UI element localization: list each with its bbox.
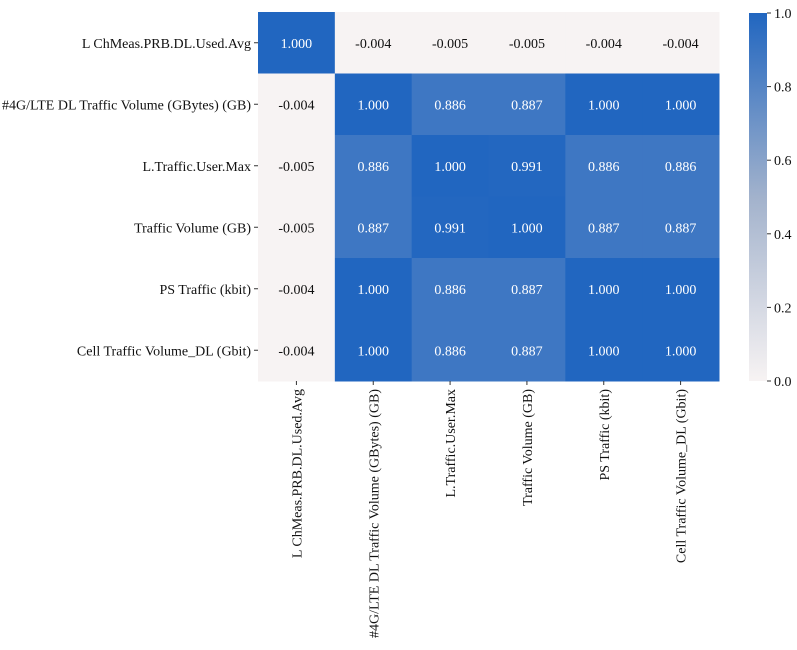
cell-value-label: -0.004 [278, 98, 314, 113]
cell-value-label: 0.887 [511, 283, 543, 298]
heatmap-cell [642, 319, 720, 382]
column-label: #4G/LTE DL Traffic Volume (GBytes) (GB) [367, 389, 382, 638]
colorbar: 0.0 0.2 0.4 0.6 0.8 1.0 [749, 7, 792, 390]
cell-value-label: -0.005 [509, 37, 545, 52]
heatmap-cell [565, 73, 643, 136]
cell-value-label: 1.000 [281, 37, 313, 52]
heatmap-cell [258, 319, 336, 382]
cell-value-label: 1.000 [434, 160, 466, 175]
cell-value-label: 0.887 [665, 221, 697, 236]
heatmap-cell [488, 73, 566, 136]
cell-value-label: -0.005 [278, 221, 314, 236]
colorbar-tick-label: 0.0 [774, 375, 792, 390]
heatmap-cell [642, 73, 720, 136]
column-label: PS Traffic (kbit) [598, 389, 613, 481]
cell-value-label: 1.000 [665, 344, 697, 359]
cell-value-label: 0.886 [665, 160, 697, 175]
heatmap-cell [565, 319, 643, 382]
cell-value-label: 1.000 [358, 283, 390, 298]
heatmap-cell [565, 196, 643, 259]
heatmap-cell [642, 135, 720, 197]
heatmap-cell [565, 258, 643, 320]
row-label: PS Traffic (kbit) [159, 283, 251, 298]
colorbar-tick-label: 0.6 [774, 154, 792, 169]
heatmap-cell [565, 135, 643, 197]
column-label: Cell Traffic Volume_DL (Gbit) [675, 389, 690, 563]
cell-value-label: 0.887 [358, 221, 390, 236]
colorbar-tick-label: 0.8 [774, 81, 792, 96]
cell-value-label: -0.004 [662, 37, 698, 52]
row-label: L ChMeas.PRB.DL.Used.Avg [82, 37, 251, 52]
column-label: L.Traffic.User.Max [444, 389, 459, 498]
colorbar-tick-label: 1.0 [774, 7, 792, 22]
row-label: Cell Traffic Volume_DL (Gbit) [77, 344, 251, 359]
heatmap-cell [411, 258, 489, 320]
heatmap-cell [258, 73, 336, 136]
heatmap-cell [258, 196, 336, 259]
heatmap-cell [411, 73, 489, 136]
row-label: #4G/LTE DL Traffic Volume (GBytes) (GB) [2, 98, 251, 113]
cell-value-label: 1.000 [511, 221, 543, 236]
heatmap-cell [334, 73, 413, 136]
cell-value-label: -0.005 [432, 37, 468, 52]
cell-value-label: 0.886 [434, 98, 466, 113]
column-label: Traffic Volume (GB) [521, 389, 536, 506]
heatmap-cell [488, 319, 566, 382]
cell-value-label: -0.005 [278, 160, 314, 175]
heatmap-cell [488, 12, 566, 74]
cell-value-label: 0.991 [434, 221, 466, 236]
heatmap-cell [258, 135, 336, 197]
column-labels: L ChMeas.PRB.DL.Used.Avg #4G/LTE DL Traff… [290, 381, 690, 638]
row-label: L.Traffic.User.Max [143, 160, 252, 175]
cell-value-label: 1.000 [588, 344, 620, 359]
heatmap-cell [642, 196, 720, 259]
cell-value-label: 0.886 [358, 160, 390, 175]
cell-value-label: -0.004 [278, 344, 314, 359]
cell-value-label: 1.000 [665, 98, 697, 113]
colorbar-tick-label: 0.4 [774, 228, 792, 243]
cell-value-label: 0.886 [434, 344, 466, 359]
row-labels: L ChMeas.PRB.DL.Used.Avg #4G/LTE DL Traff… [2, 37, 258, 359]
column-label: L ChMeas.PRB.DL.Used.Avg [290, 389, 305, 558]
heatmap-cell [642, 258, 720, 320]
heatmap-cell [258, 258, 336, 320]
cell-value-label: 1.000 [588, 98, 620, 113]
heatmap-cell [642, 12, 720, 74]
colorbar-gradient [749, 13, 767, 381]
cell-value-label: -0.004 [278, 283, 314, 298]
heatmap-cell [488, 196, 566, 259]
heatmap-cell [565, 12, 643, 74]
heatmap-cell [411, 135, 489, 197]
cell-value-label: 0.887 [588, 221, 620, 236]
cell-value-label: 1.000 [665, 283, 697, 298]
heatmap-cells: 1.000 -0.004 -0.005 -0.005 -0.004 -0.004 -0.00… [258, 12, 720, 382]
heatmap-cell [411, 12, 489, 74]
cell-value-label: -0.004 [355, 37, 391, 52]
heatmap-cell [334, 196, 413, 259]
cell-value-label: 0.886 [434, 283, 466, 298]
heatmap-cell [258, 12, 336, 74]
heatmap-cell [334, 135, 413, 197]
cell-value-label: 0.887 [511, 344, 543, 359]
cell-value-label: 1.000 [588, 283, 620, 298]
row-label: Traffic Volume (GB) [134, 221, 251, 236]
cell-value-label: 0.991 [511, 160, 543, 175]
cell-value-label: 1.000 [358, 344, 390, 359]
heatmap-cell [411, 196, 489, 259]
cell-value-label: 0.886 [588, 160, 620, 175]
heatmap-cell [334, 319, 413, 382]
colorbar-tick-label: 0.2 [774, 301, 792, 316]
heatmap-cell [411, 319, 489, 382]
heatmap-cell [488, 258, 566, 320]
cell-value-label: 1.000 [358, 98, 390, 113]
heatmap-cell [334, 258, 413, 320]
cell-value-label: -0.004 [586, 37, 622, 52]
heatmap-cell [488, 135, 566, 197]
heatmap-cell [334, 12, 413, 74]
cell-value-label: 0.887 [511, 98, 543, 113]
